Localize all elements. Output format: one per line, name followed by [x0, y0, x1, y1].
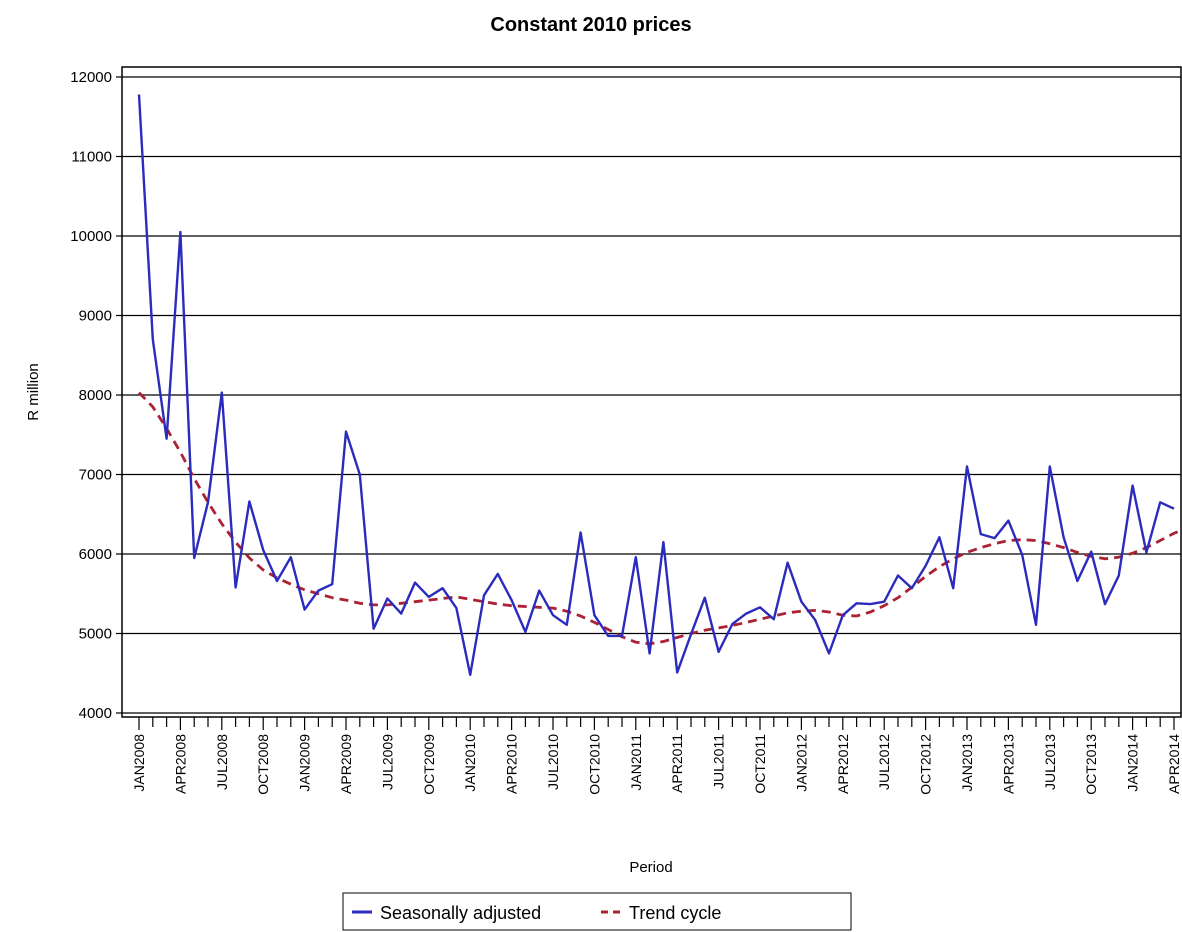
x-tick-label: OCT2012: [918, 734, 934, 795]
series-line-seasonally-adjusted: [137, 94, 1175, 676]
plot-frame: [121, 66, 1182, 718]
x-tick-label: APR2011: [669, 734, 685, 793]
x-tick-label: JUL2012: [876, 734, 892, 790]
x-tick-label: JUL2009: [379, 734, 395, 790]
legend-label-seasonally-adjusted: Seasonally adjusted: [380, 903, 541, 923]
y-tick-label: 11000: [71, 149, 112, 166]
legend: Seasonally adjusted Trend cycle: [342, 892, 852, 931]
x-tick-label: APR2013: [1000, 734, 1016, 794]
x-tick-label: JUL2013: [1042, 734, 1058, 790]
x-tick-label: JAN2008: [131, 734, 147, 792]
y-axis-label: R million: [25, 363, 42, 421]
x-tick-label: JAN2009: [297, 734, 313, 792]
x-tick-label: OCT2011: [752, 734, 768, 794]
chart-title: Constant 2010 prices: [490, 14, 691, 36]
series-line-trend-cycle: [137, 391, 1182, 646]
y-tick-label: 9000: [79, 308, 112, 325]
y-tick-label: 8000: [79, 387, 112, 404]
y-tick-label: 5000: [79, 626, 112, 643]
x-tick-label: OCT2009: [421, 734, 437, 795]
x-tick-label: JAN2014: [1125, 734, 1141, 792]
x-tick-label: JAN2012: [793, 734, 809, 792]
x-axis-label: Period: [629, 859, 672, 876]
y-axis: 4000 5000 6000 7000 8000 9000 10000 11000 12000: [70, 69, 122, 722]
y-tick-label: 7000: [79, 467, 112, 484]
y-tick-label: 10000: [70, 228, 112, 245]
legend-label-trend-cycle: Trend cycle: [629, 903, 721, 923]
x-tick-label: JUL2011: [711, 734, 727, 789]
y-tick-label: 4000: [79, 705, 112, 722]
x-tick-label: JUL2008: [214, 734, 230, 790]
x-tick-label: APR2009: [338, 734, 354, 794]
legend-box: [342, 892, 852, 931]
x-tick-label: APR2008: [172, 734, 188, 794]
x-tick-label: JUL2010: [545, 734, 561, 790]
x-tick-label: JAN2010: [462, 734, 478, 792]
x-tick-label: OCT2010: [586, 734, 602, 795]
x-tick-label: APR2012: [835, 734, 851, 794]
x-tick-label: JAN2011: [628, 734, 644, 791]
x-axis: JAN2008 APR2008 JUL2008 OCT2008 JAN2009 APR20…: [131, 717, 1182, 795]
y-tick-label: 12000: [70, 69, 112, 86]
x-tick-label: OCT2008: [255, 734, 271, 795]
x-tick-label: APR2014: [1166, 734, 1182, 794]
x-tick-label: OCT2013: [1083, 734, 1099, 795]
x-tick-label: APR2010: [504, 734, 520, 794]
y-tick-label: 6000: [79, 546, 112, 563]
x-tick-label: JAN2013: [959, 734, 975, 792]
horizontal-grid: [122, 76, 1181, 714]
series-layer: [137, 94, 1182, 676]
